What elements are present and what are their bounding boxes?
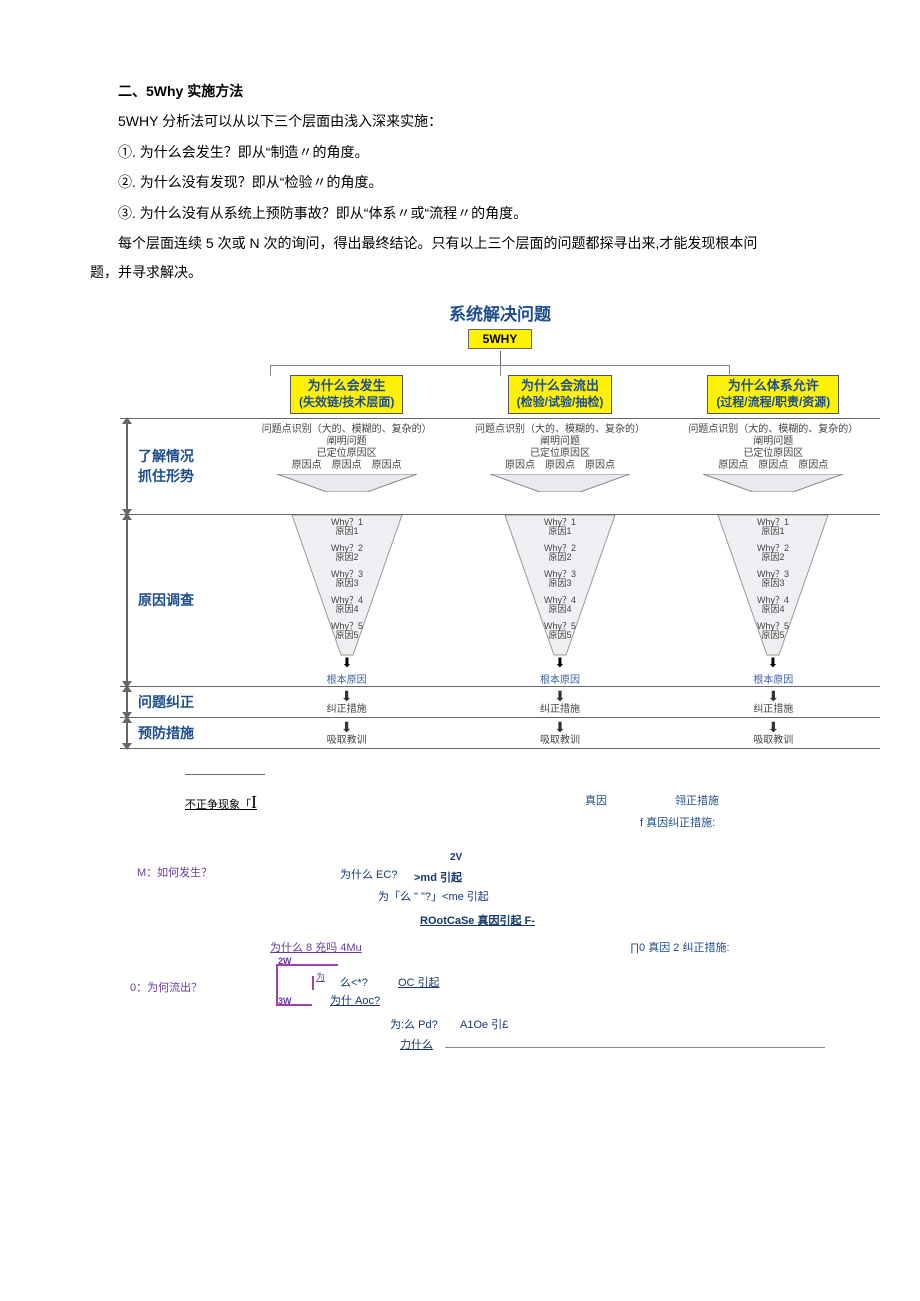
root-cause-label: 根本原因 <box>667 675 880 686</box>
fivewhy-box: 5WHY <box>468 329 532 349</box>
corr-action-label: 翎正措施 <box>675 792 719 808</box>
svg-text:⬇: ⬇ <box>768 655 779 670</box>
why-84m: 为什么 8 充吗 4Mu <box>270 939 362 955</box>
corr2-label: ∏0 真因 2 纠正措施: <box>630 939 730 955</box>
phase-4-label: 预防措施 <box>120 718 240 748</box>
branch-hline <box>270 365 730 375</box>
svg-text:原因5: 原因5 <box>548 630 571 640</box>
phase-1-label: 了解情况抓住形势 <box>120 419 240 514</box>
svg-text:原因3: 原因3 <box>335 578 358 588</box>
svg-text:原因4: 原因4 <box>335 604 358 614</box>
svg-text:原因2: 原因2 <box>335 552 358 562</box>
funnel-icon <box>698 474 848 492</box>
funnel-col-3: 问题点识别（大的、模糊的、复杂的） 阐明问题 已定位原因区 原因点 原因点 原因… <box>667 419 880 514</box>
phase-3-label: 问题纠正 <box>120 687 240 717</box>
md-cause: >md 引起 <box>414 869 462 885</box>
oc-cause: OC 引起 <box>398 974 440 990</box>
root-cause-label: 根本原因 <box>240 675 453 686</box>
diagram-title: 系统解决问题 <box>120 300 880 325</box>
svg-text:原因2: 原因2 <box>762 552 785 562</box>
summary-line2: 题，并寻求解决。 <box>0 262 920 282</box>
a1oe: A1Oe 引£ <box>460 1016 508 1032</box>
svg-text:原因1: 原因1 <box>335 526 358 536</box>
prev-3: ⬇吸取教训 <box>667 718 880 748</box>
funnel-icon <box>272 474 422 492</box>
corr-3: ⬇纠正措施 <box>667 687 880 717</box>
list-item-1: ①. 为什么会发生？即从“制造〃的角度。 <box>90 141 830 163</box>
why-pd: 为:么 Pd? <box>390 1016 438 1032</box>
list-item-3: ③. 为什么没有从系统上预防事故？即从“体系〃或“流程〃的角度。 <box>90 202 830 224</box>
root-cause-label: 根本原因 <box>453 675 666 686</box>
list-item-2: ②. 为什么没有发现？即从“检验〃的角度。 <box>90 171 830 193</box>
why-cone-1: Why？1原因1Why？2原因2Why？3原因3Why？4原因4Why？5原因5… <box>240 515 453 686</box>
tag-2w: 2W <box>278 956 292 966</box>
rootcase-label: ROotCaSe 真因引起 F- <box>420 912 535 928</box>
svg-text:原因1: 原因1 <box>548 526 571 536</box>
m-how-happen: M：如何发生？ <box>137 864 212 880</box>
why-ec: 为什么 EC? <box>340 866 397 882</box>
svg-text:原因5: 原因5 <box>762 630 785 640</box>
corr-2: ⬇纠正措施 <box>453 687 666 717</box>
svg-text:⬇: ⬇ <box>555 655 566 670</box>
summary-line1: 每个层面连续 5 次或 N 次的询问，得出最终结论。只有以上三个层面的问题都探寻… <box>90 232 830 254</box>
me-cause: 为「么 " "?」<me 引起 <box>378 888 489 904</box>
svg-text:原因3: 原因3 <box>548 578 571 588</box>
svg-text:原因1: 原因1 <box>762 526 785 536</box>
svg-text:⬇: ⬇ <box>341 655 352 670</box>
tag-3w: 3W <box>278 996 292 1006</box>
intro-para: 5WHY 分析法可以从以下三个层面由浅入深来实施： <box>90 110 830 132</box>
funnel-col-1: 问题点识别（大的、模糊的、复杂的） 阐明问题 已定位原因区 原因点 原因点 原因… <box>240 419 453 514</box>
svg-text:原因4: 原因4 <box>762 604 785 614</box>
funnel-icon <box>485 474 635 492</box>
section-heading: 二、5Why 实施方法 <box>90 80 830 102</box>
o-why-outflow: 0：为何流出？ <box>130 979 202 995</box>
phase-2-label: 原因调查 <box>120 515 240 686</box>
lower-sketch: 不正争现象「I 真因 翎正措施 f 真因纠正措施: M：如何发生？ 2V 为什么… <box>0 774 920 1074</box>
why-last: 力什么 <box>400 1036 433 1052</box>
prev-1: ⬇吸取教训 <box>240 718 453 748</box>
corr-1: ⬇纠正措施 <box>240 687 453 717</box>
true-cause-label: 真因 <box>585 792 607 808</box>
me-star: 么<*? <box>340 974 368 990</box>
svg-text:原因3: 原因3 <box>762 578 785 588</box>
funnel-col-2: 问题点识别（大的、模糊的、复杂的） 阐明问题 已定位原因区 原因点 原因点 原因… <box>453 419 666 514</box>
svg-text:原因2: 原因2 <box>548 552 571 562</box>
why-star-small: 为 <box>316 970 325 983</box>
svg-text:原因4: 原因4 <box>548 604 571 614</box>
why-cone-3: Why？1原因1Why？2原因2Why？3原因3Why？4原因4Why？5原因5… <box>667 515 880 686</box>
col-header-1: 为什么会发生(失效链/技术层面) <box>290 375 403 413</box>
prev-2: ⬇吸取教训 <box>453 718 666 748</box>
col-header-2: 为什么会流出(检验/试验/抽检) <box>508 375 613 413</box>
stem-line <box>500 351 501 365</box>
bottom-rule <box>445 1047 825 1048</box>
why-aoc: 为什 Aoc? <box>330 992 380 1008</box>
col-header-3: 为什么体系允许(过程/流程/职责/资源) <box>707 375 839 413</box>
2v-label: 2V <box>450 852 462 863</box>
abnormal-label: 不正争现象「I <box>185 792 257 813</box>
f-corr-line: f 真因纠正措施: <box>640 814 715 830</box>
why-cone-2: Why？1原因1Why？2原因2Why？3原因3Why？4原因4Why？5原因5… <box>453 515 666 686</box>
svg-text:原因5: 原因5 <box>335 630 358 640</box>
